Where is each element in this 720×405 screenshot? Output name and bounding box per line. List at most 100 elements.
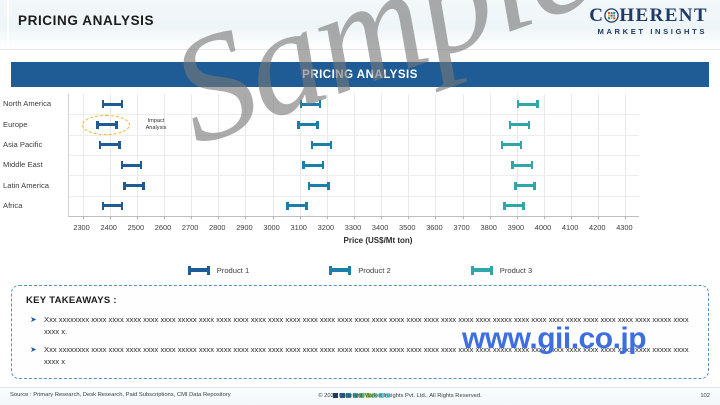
chart-range-bar	[508, 120, 531, 129]
chart-range-bar	[511, 161, 534, 170]
range-bar-cap	[297, 120, 300, 129]
legend-swatch-cap	[206, 265, 210, 275]
page-title: PRICING ANALYSIS	[18, 13, 155, 28]
chart-category-label: Africa	[3, 200, 23, 210]
footer-copyright: © 2025 Coherent Market Insights Pvt. Ltd…	[318, 393, 482, 399]
logo-wordmark-pre: C	[589, 5, 605, 26]
company-logo: C HERENT MARKET INSIGHTS	[548, 6, 708, 40]
chart-category-label: Middle East	[3, 160, 43, 170]
chart-range-bar	[101, 100, 124, 109]
x-axis-tick	[489, 216, 491, 219]
range-bar-cap	[120, 161, 124, 170]
x-axis-tick-label: 2900	[236, 223, 253, 232]
chart-range-bar	[302, 161, 325, 170]
x-axis-tick-label: 3200	[317, 223, 335, 232]
key-takeaways-title: KEY TAKEAWAYS :	[26, 295, 117, 306]
impact-analysis-label: Impact Analysis	[134, 118, 178, 132]
x-axis-tick	[164, 216, 165, 219]
range-bar-cap	[316, 120, 319, 129]
key-takeaway-text: Xxx xxxxxxxx xxxx xxxx xxxx xxxx xxxx xx…	[44, 315, 689, 336]
x-axis-tick	[299, 216, 301, 219]
x-axis-tick-label: 2600	[154, 223, 172, 232]
range-bar-cap	[318, 100, 322, 109]
legend-swatch-cap	[489, 265, 493, 275]
x-axis-tick-label: 3800	[480, 223, 497, 232]
legend-label: Product 1	[216, 265, 250, 275]
legend-swatch-cap	[187, 265, 191, 275]
x-axis-tick	[109, 216, 111, 219]
range-bar-cap	[329, 140, 333, 149]
legend-label: Product 3	[499, 265, 533, 275]
chart-range-bar	[101, 201, 124, 210]
chart-range-bar	[120, 161, 143, 170]
legend-item[interactable]: Product 3	[470, 265, 533, 275]
legend-swatch-cap	[348, 265, 352, 275]
x-axis-tick-label: 2700	[181, 223, 199, 232]
x-axis-tick-label: 2300	[73, 223, 90, 232]
key-takeaways-panel: KEY TAKEAWAYS : ➤ Xxx xxxxxxxx xxxx xxxx…	[11, 285, 709, 379]
chart-container: North America Europe Asia Pacific Middle Ea…	[0, 90, 720, 275]
key-takeaway-text: Xxx xxxxxxxx xxxx xxxx xxxx xxxx xxxx xx…	[44, 345, 689, 366]
legend-item[interactable]: Product 2	[329, 265, 391, 275]
range-bar-cap	[302, 161, 306, 170]
chart-title: PRICING ANALYSIS	[302, 68, 418, 81]
x-axis-tick-label: 3600	[426, 223, 443, 232]
legend-swatch-cap	[470, 265, 474, 275]
x-axis-tick-label: 4200	[589, 223, 606, 232]
x-axis-tick	[544, 216, 545, 219]
range-bar-cap	[120, 201, 124, 210]
footer-dot	[359, 393, 364, 398]
x-axis-tick	[462, 216, 464, 219]
chart-range-bar	[307, 181, 330, 190]
x-axis-tick-label: 3700	[453, 223, 470, 232]
impact-analysis-line1: Impact	[147, 117, 165, 124]
chart-category-label: Europe	[3, 119, 28, 129]
bullet-arrow-icon: ➤	[30, 345, 37, 354]
x-axis-tick-label: 2500	[127, 223, 145, 232]
x-axis-tick	[218, 216, 220, 219]
chart-rowline	[69, 155, 639, 156]
x-axis-tick	[435, 216, 437, 219]
x-axis-tick	[136, 216, 138, 219]
footer-dot	[385, 393, 390, 398]
chart-legend: Product 1 Product 2 Product 3	[0, 262, 720, 278]
key-takeaway-item: ➤ Xxx xxxxxxxx xxxx xxxx xxxx xxxx xxxx …	[30, 344, 694, 368]
range-bar-cap	[503, 201, 506, 210]
x-axis-tick	[245, 216, 247, 219]
chart-category-label: North America	[3, 99, 52, 109]
legend-item[interactable]: Product 1	[187, 265, 250, 275]
range-bar-cap	[142, 181, 145, 190]
x-axis-tick	[381, 216, 383, 219]
range-bar-cap	[307, 181, 311, 190]
footer-dot-strip	[333, 393, 390, 398]
range-bar-cap	[305, 201, 308, 210]
chart-rowline	[69, 114, 639, 116]
x-axis-tick	[516, 216, 518, 219]
footer-dot	[339, 393, 345, 398]
range-bar-cap	[101, 201, 105, 210]
range-bar-cap	[508, 120, 512, 129]
range-bar-cap	[527, 120, 531, 129]
header-left-rule	[7, 0, 9, 49]
x-axis-tick-label: 4000	[534, 223, 552, 232]
x-axis-tick-label: 4100	[561, 223, 579, 232]
range-bar-cap	[535, 100, 539, 109]
chart-category-label: Latin America	[3, 180, 50, 190]
footer-dot	[378, 393, 384, 398]
chart-range-bar	[516, 100, 539, 109]
chart-rowline	[69, 134, 639, 136]
x-axis-tick-label: 3900	[507, 223, 525, 232]
chart-range-bar	[299, 100, 322, 109]
range-bar-cap	[500, 140, 504, 149]
slide-footer: Source : Primary Research, Desk Research…	[0, 387, 720, 405]
legend-swatch-cap	[329, 265, 333, 275]
range-bar-cap	[533, 181, 536, 190]
chart-rowline	[69, 195, 639, 197]
range-bar-cap	[310, 140, 314, 149]
key-takeaway-item: ➤ Xxx xxxxxxxx xxxx xxxx xxxx xxxx xxxx …	[30, 314, 694, 338]
legend-swatch	[470, 265, 493, 275]
chart-category-label: Asia Pacific	[3, 139, 43, 149]
chart-range-bar	[98, 140, 121, 149]
logo-wordmark: C HERENT	[548, 6, 708, 26]
